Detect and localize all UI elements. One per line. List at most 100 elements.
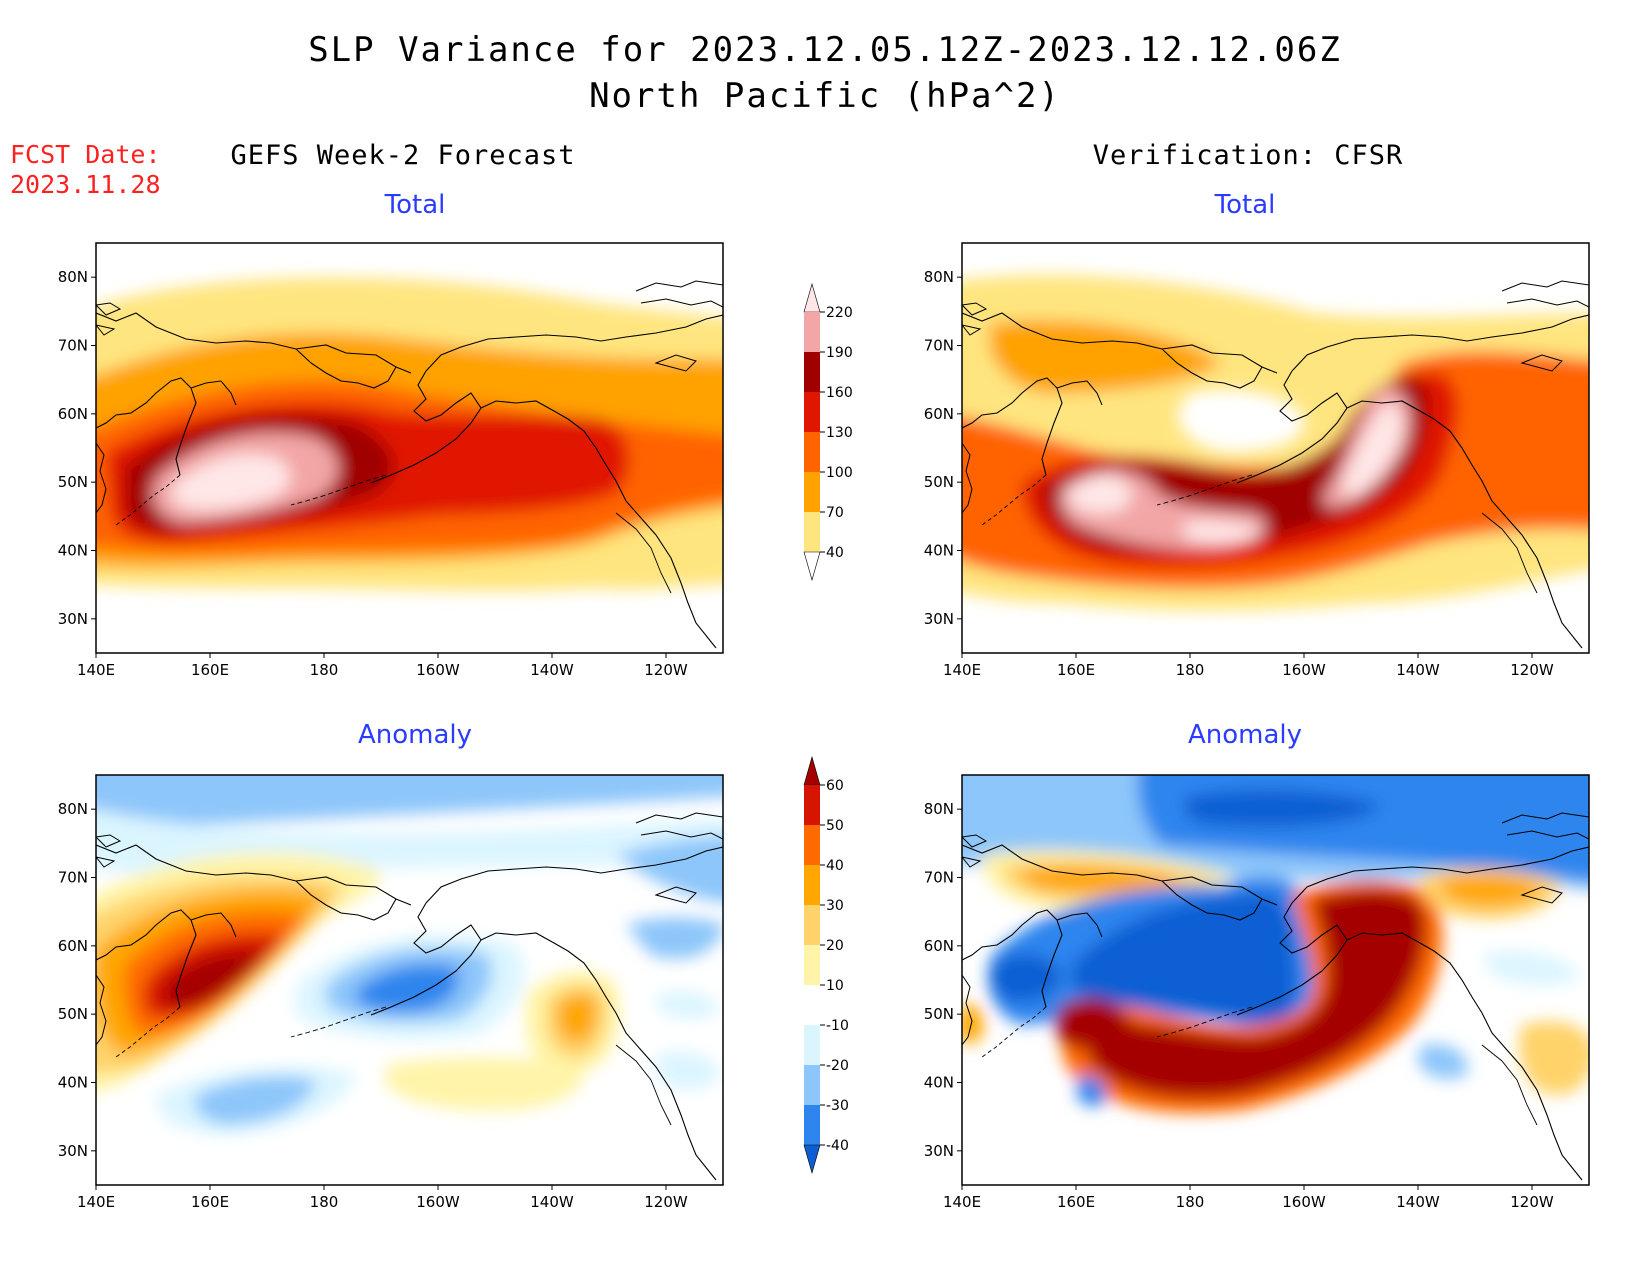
lat-tick-label: 50N bbox=[58, 1005, 88, 1023]
anomaly-colorbar-swatch bbox=[804, 785, 820, 825]
anomaly-colorbar-label: 30 bbox=[826, 898, 844, 914]
total-colorbar-swatch bbox=[804, 312, 820, 352]
lon-tick-label: 160W bbox=[416, 661, 460, 679]
lat-tick-label: 80N bbox=[924, 268, 954, 286]
lon-tick-label: 120W bbox=[644, 661, 688, 679]
lat-tick-label: 60N bbox=[924, 405, 954, 423]
anomaly-colorbar-swatch bbox=[804, 1065, 820, 1105]
forecast-total-label: Total bbox=[384, 190, 446, 220]
lon-tick-label: 180 bbox=[310, 661, 339, 679]
total-colorbar-label: 220 bbox=[826, 305, 853, 321]
lat-tick-label: 50N bbox=[924, 473, 954, 491]
lon-tick-label: 140E bbox=[77, 1193, 115, 1211]
total-colorbar-label: 130 bbox=[826, 425, 853, 441]
anomaly-colorbar-label: 10 bbox=[826, 978, 844, 994]
total-colorbar-swatch bbox=[804, 432, 820, 472]
lon-tick-label: 160E bbox=[191, 661, 229, 679]
lon-tick-label: 160E bbox=[1057, 661, 1095, 679]
anomaly-colorbar-swatch bbox=[804, 1025, 820, 1065]
fcst-date-label: FCST Date: bbox=[10, 140, 161, 169]
lat-tick-label: 40N bbox=[924, 1074, 954, 1092]
lat-tick-label: 40N bbox=[58, 1074, 88, 1092]
anomaly-colorbar-label: 20 bbox=[826, 938, 844, 954]
lat-tick-label: 40N bbox=[924, 542, 954, 560]
lat-tick-label: 60N bbox=[924, 937, 954, 955]
anomaly-colorbar-label: -30 bbox=[826, 1098, 849, 1114]
verification-column-title: Verification: CFSR bbox=[1092, 140, 1404, 171]
anomaly-colorbar-lower-extend bbox=[803, 1144, 821, 1175]
lat-tick-label: 70N bbox=[58, 337, 88, 355]
lat-tick-label: 30N bbox=[58, 1142, 88, 1160]
anomaly-colorbar-swatch bbox=[804, 985, 820, 1025]
anomaly-colorbar-label: 50 bbox=[826, 818, 844, 834]
lat-tick-label: 60N bbox=[58, 405, 88, 423]
lon-tick-label: 120W bbox=[1510, 661, 1554, 679]
lon-tick-label: 140E bbox=[77, 661, 115, 679]
total-colorbar-label: 100 bbox=[826, 465, 853, 481]
lon-tick-label: 160W bbox=[1282, 661, 1326, 679]
anomaly-colorbar-label: -40 bbox=[826, 1138, 849, 1154]
total-colorbar-lower-extend bbox=[803, 551, 821, 582]
lon-tick-label: 160W bbox=[1282, 1193, 1326, 1211]
main-title: SLP Variance for 2023.12.05.12Z-2023.12.… bbox=[308, 30, 1342, 70]
anomaly-colorbar-swatch bbox=[804, 865, 820, 905]
lat-tick-label: 70N bbox=[924, 337, 954, 355]
total-colorbar-swatch bbox=[804, 512, 820, 552]
verification-anomaly-label: Anomaly bbox=[1187, 720, 1303, 750]
lon-tick-label: 140W bbox=[530, 1193, 574, 1211]
verification-total-label: Total bbox=[1214, 190, 1276, 220]
region-subtitle: North Pacific (hPa^2) bbox=[589, 76, 1061, 116]
lat-tick-label: 80N bbox=[58, 800, 88, 818]
total-colorbar: 220 190 160 130 100 70 40 bbox=[803, 282, 853, 582]
total-colorbar-label: 190 bbox=[826, 345, 853, 361]
anomaly-colorbar-swatch bbox=[804, 905, 820, 945]
lon-tick-label: 140E bbox=[943, 661, 981, 679]
verification-anomaly-axes: 80N 70N 60N 50N 40N 30N 140E 160E 180 160W 140W 12… bbox=[924, 800, 1554, 1211]
lon-tick-label: 160E bbox=[191, 1193, 229, 1211]
total-colorbar-label: 160 bbox=[826, 385, 853, 401]
total-colorbar-label: 70 bbox=[826, 505, 844, 521]
lat-tick-label: 70N bbox=[924, 869, 954, 887]
total-colorbar-swatch bbox=[804, 392, 820, 432]
lat-tick-label: 50N bbox=[924, 1005, 954, 1023]
lat-tick-label: 30N bbox=[58, 610, 88, 628]
verification-anomaly-map: 80N 70N 60N 50N 40N 30N 140E 160E 180 160W 140W 12… bbox=[924, 774, 1590, 1211]
forecast-column-title: GEFS Week-2 Forecast bbox=[230, 140, 576, 171]
total-colorbar-label: 40 bbox=[826, 545, 844, 561]
lat-tick-label: 80N bbox=[924, 800, 954, 818]
forecast-total-map: 80N 70N 60N 50N 40N 30N 140E 160E 180 160W 140W 12… bbox=[58, 242, 724, 679]
lon-tick-label: 160W bbox=[416, 1193, 460, 1211]
anomaly-colorbar: 60 50 40 30 20 10 -10 -20 -30 -40 bbox=[803, 755, 849, 1175]
lat-tick-label: 40N bbox=[58, 542, 88, 560]
total-colorbar-swatch bbox=[804, 352, 820, 392]
lat-tick-label: 70N bbox=[58, 869, 88, 887]
lat-tick-label: 30N bbox=[924, 1142, 954, 1160]
lon-tick-label: 120W bbox=[1510, 1193, 1554, 1211]
anomaly-colorbar-swatch bbox=[804, 825, 820, 865]
anomaly-colorbar-label: 60 bbox=[826, 778, 844, 794]
anomaly-colorbar-swatch bbox=[804, 1105, 820, 1145]
lon-tick-label: 180 bbox=[310, 1193, 339, 1211]
lat-tick-label: 60N bbox=[58, 937, 88, 955]
lat-tick-label: 30N bbox=[924, 610, 954, 628]
lon-tick-label: 180 bbox=[1176, 1193, 1205, 1211]
anomaly-colorbar-label: -20 bbox=[826, 1058, 849, 1074]
forecast-total-axes: 80N 70N 60N 50N 40N 30N 140E 160E 180 160W 140W 12… bbox=[58, 268, 688, 679]
lon-tick-label: 140W bbox=[530, 661, 574, 679]
verification-total-map: 80N 70N 60N 50N 40N 30N 140E 160E 180 160W 140W 12… bbox=[924, 242, 1590, 679]
total-colorbar-upper-extend bbox=[803, 282, 821, 313]
total-colorbar-swatch bbox=[804, 472, 820, 512]
lon-tick-label: 180 bbox=[1176, 661, 1205, 679]
fcst-date-value: 2023.11.28 bbox=[10, 170, 161, 199]
anomaly-colorbar-label: -10 bbox=[826, 1018, 849, 1034]
lon-tick-label: 160E bbox=[1057, 1193, 1095, 1211]
forecast-anomaly-map: 80N 70N 60N 50N 40N 30N 140E 160E 180 160W 140W 12… bbox=[58, 774, 724, 1211]
lon-tick-label: 120W bbox=[644, 1193, 688, 1211]
anomaly-colorbar-upper-extend bbox=[803, 755, 821, 786]
anomaly-colorbar-label: 40 bbox=[826, 858, 844, 874]
lon-tick-label: 140E bbox=[943, 1193, 981, 1211]
lat-tick-label: 80N bbox=[58, 268, 88, 286]
anomaly-colorbar-swatch bbox=[804, 945, 820, 985]
lon-tick-label: 140W bbox=[1396, 1193, 1440, 1211]
lon-tick-label: 140W bbox=[1396, 661, 1440, 679]
